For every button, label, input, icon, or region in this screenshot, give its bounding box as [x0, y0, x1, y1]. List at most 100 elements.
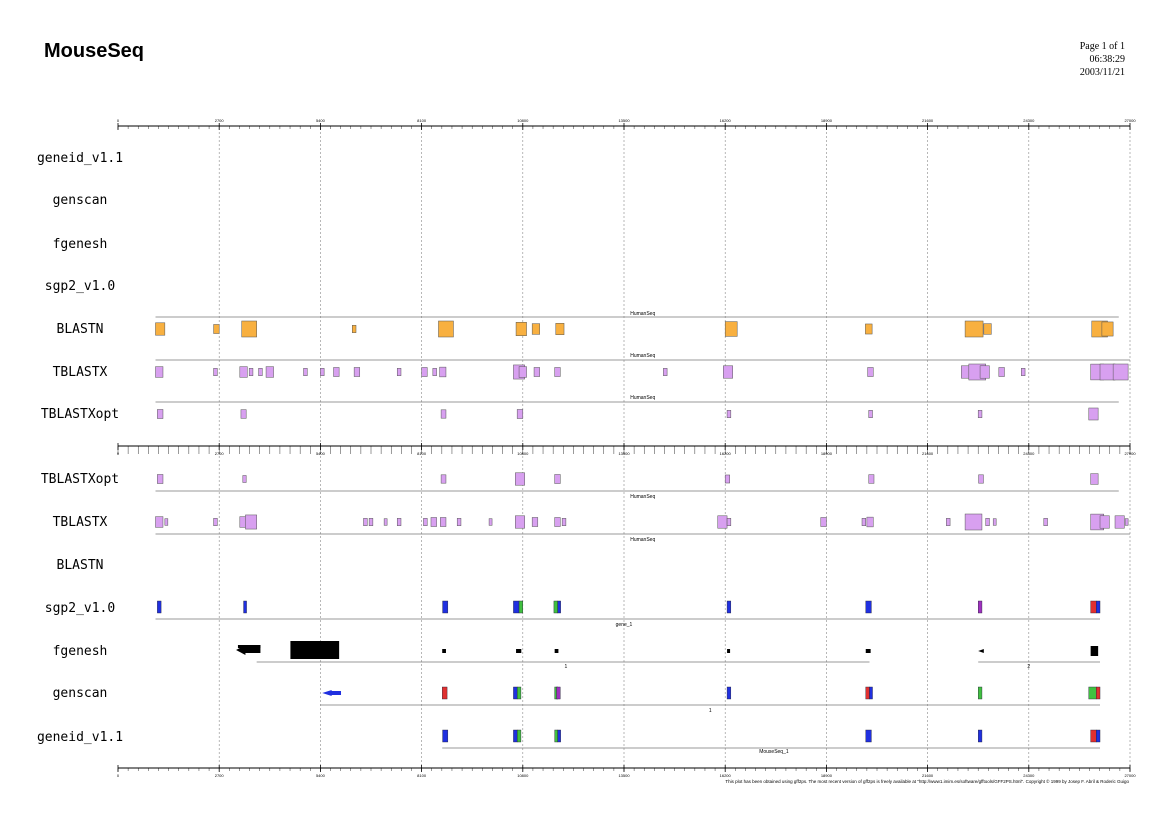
tblastx-hit [155, 516, 164, 528]
page-info: Page 1 of 1 06:38:29 2003/11/21 [1080, 40, 1125, 79]
fgenesh-exon [1090, 646, 1099, 656]
geneid-exon [1096, 729, 1101, 743]
sgp2-exon [518, 600, 524, 614]
geneid-exon [554, 729, 558, 743]
tblastxopt-hit [1090, 473, 1099, 485]
tick-label: 10800 [517, 451, 529, 456]
tick-label: 18900 [821, 118, 833, 123]
sgp2-exon [513, 600, 520, 614]
tick-label: 16200 [720, 773, 732, 778]
tblastx-hit [333, 367, 340, 377]
sgp2-exon [243, 600, 247, 614]
tblastxopt-hit [440, 474, 447, 484]
track-label: TBLASTXopt [41, 472, 119, 487]
blastn-hit [531, 323, 540, 335]
tblastx-hit [1124, 518, 1129, 526]
hit-label: HumanSeq [630, 353, 655, 359]
blastn-hit [964, 320, 984, 338]
tblastx-hit [421, 367, 428, 377]
tick-label: 21600 [922, 451, 934, 456]
tick-label: 10800 [517, 118, 529, 123]
tblastxopt-hit [240, 409, 247, 419]
hit-label: HumanSeq [630, 537, 655, 543]
tick-label: 0 [117, 118, 120, 123]
track-label: TBLASTX [53, 515, 108, 530]
tick-label: 24300 [1023, 451, 1035, 456]
sgp2-exon [157, 600, 162, 614]
tick-label: 2700 [215, 451, 225, 456]
tblastxopt-hit [157, 409, 164, 419]
tblastx-hit [518, 366, 527, 378]
sgp2-exon [557, 600, 561, 614]
track-labels: geneid_v1.1genscanfgeneshsgp2_v1.0BLASTN… [37, 151, 123, 745]
geneid-exon [978, 729, 983, 743]
tblastx-hit [164, 518, 169, 526]
tblastx-hit [396, 368, 402, 376]
tick-label: 21600 [922, 118, 934, 123]
tblastx-hit [456, 518, 462, 526]
blastn-hit [1101, 321, 1114, 337]
blastn-hit [155, 322, 166, 336]
features-layer: HumanSeq HumanSeq HumanSeq HumanSeq HumanSeq… [155, 311, 1130, 755]
tblastxopt-hit [516, 409, 524, 419]
coordinate-axes: 0 2700 5400 8100 10800 13500 16200 18900 21600 24… [117, 118, 1136, 778]
geneid-exon [516, 729, 522, 743]
fgenesh-large-exon [290, 641, 340, 659]
tblastxopt-hit [554, 474, 561, 484]
gene-label: gene_1 [616, 622, 633, 628]
tblastx-hit [303, 368, 308, 376]
track-label: BLASTN [57, 322, 104, 337]
fgenesh-exon [442, 649, 446, 653]
tblastx-hit [866, 516, 874, 528]
page-number: Page 1 of 1 [1079, 41, 1125, 52]
tick-label: 5400 [316, 773, 326, 778]
tick-label: 24300 [1023, 773, 1035, 778]
genscan-exon [978, 686, 983, 700]
gene-label: 2 [1027, 664, 1030, 670]
blastn-hit [724, 321, 738, 337]
tblastx-hit [1099, 515, 1110, 529]
gene-label: 1 [565, 664, 568, 670]
track-label: sgp2_v1.0 [45, 601, 115, 616]
tblastx-hit [320, 368, 325, 376]
geneid-exon [1090, 729, 1097, 743]
tick-label: 18900 [821, 773, 833, 778]
track-label: genscan [53, 193, 108, 208]
sgp2-exon [865, 600, 872, 614]
tblastx-hit [820, 517, 827, 527]
tblastx-hit [561, 518, 567, 526]
tblastx-hit [964, 513, 983, 531]
hit-label: HumanSeq [630, 494, 655, 500]
tblastx-hit [383, 518, 388, 526]
tblastx-hit [258, 368, 263, 376]
tblastxopt-hit [157, 474, 164, 484]
tblastx-hit [985, 518, 990, 526]
fgenesh-arrow-exon [236, 645, 261, 655]
tblastx-hit [239, 366, 248, 378]
fgenesh-exon [865, 649, 871, 653]
tick-label: 13500 [618, 451, 630, 456]
tblastxopt-hit [1088, 407, 1099, 421]
page-title: MouseSeq [44, 40, 145, 62]
tblastxopt-hit [978, 474, 984, 484]
tick-label: 10800 [517, 773, 529, 778]
tick-label: 27000 [1124, 773, 1136, 778]
tblastx-hit [1043, 518, 1048, 526]
blastn-hit [515, 322, 527, 336]
tblastx-hit [1112, 363, 1129, 381]
tblastx-hit [861, 518, 867, 526]
tblastx-hit [554, 367, 561, 377]
tblastxopt-hit [440, 409, 447, 419]
track-label: genscan [53, 686, 108, 701]
tblastx-hit [245, 514, 257, 530]
genscan-arrow-exon [322, 690, 342, 696]
geneid-exon [442, 729, 449, 743]
tblastx-hit [723, 365, 733, 379]
tblastxopt-hit [868, 474, 875, 484]
genscan-exon [516, 686, 522, 700]
tblastxopt-hit [515, 472, 525, 486]
track-label: geneid_v1.1 [37, 151, 123, 166]
blastn-hit [213, 324, 220, 334]
tblastx-hit [213, 518, 218, 526]
